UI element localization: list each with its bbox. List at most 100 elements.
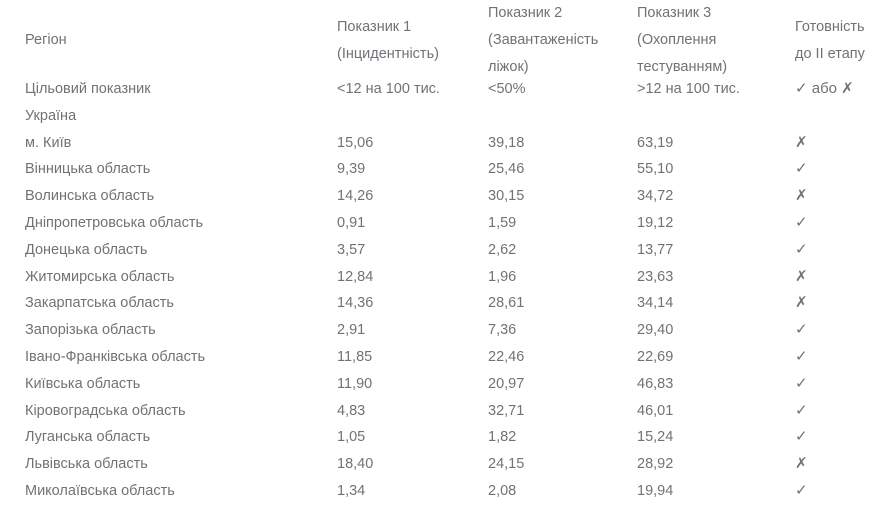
indicator2-cell: 1,59 xyxy=(488,214,517,231)
readiness-cell: ✓ xyxy=(795,321,808,339)
readiness-cell: ✓ xyxy=(795,347,808,365)
region-cell: Львівська область xyxy=(25,456,148,473)
indicator1-cell: 0,91 xyxy=(337,214,366,231)
indicator1-cell: 12,84 xyxy=(337,268,374,285)
readiness-cell: ✓ xyxy=(795,401,808,419)
indicator3-cell: 13,77 xyxy=(637,241,674,258)
readiness-cell: ✓ xyxy=(795,213,808,231)
table-row: Донецька область 3,57 2,62 13,77 ✓ xyxy=(0,237,870,264)
region-cell: Київська область xyxy=(25,375,141,392)
region-cell: Закарпатська область xyxy=(25,295,174,312)
header-line: Показник 2 xyxy=(488,5,563,21)
table-row: Луганська область 1,05 1,82 15,24 ✓ xyxy=(0,424,870,451)
region-cell: Запорізька область xyxy=(25,322,156,339)
header-line: (Охоплення xyxy=(637,32,717,48)
indicator3-cell: 28,92 xyxy=(637,456,674,473)
region-cell: Житомирська область xyxy=(25,268,175,285)
table-row: Закарпатська область 14,36 28,61 34,14 ✗ xyxy=(0,290,870,317)
indicator2-cell: 7,36 xyxy=(488,322,517,339)
indicator1-cell: 11,90 xyxy=(337,375,373,392)
target-row: Цільовий показник <12 на 100 тис. <50% >… xyxy=(0,76,870,103)
table-header: Регіон Показник 1 (Інцидентність) Показн… xyxy=(0,0,870,76)
indicator1-cell: 14,26 xyxy=(337,188,374,205)
indicator3-cell: 55,10 xyxy=(637,161,674,178)
column-header-indicator1: Показник 1 (Інцидентність) xyxy=(337,14,488,68)
indicator2-cell: 1,96 xyxy=(488,268,517,285)
indicator3-cell: 46,01 xyxy=(637,402,674,419)
header-line: Показник 3 xyxy=(637,5,712,21)
table-row: м. Київ 15,06 39,18 63,19 ✗ xyxy=(0,130,870,157)
indicator2-cell: 39,18 xyxy=(488,134,525,151)
region-cell: Луганська область xyxy=(25,429,151,446)
indicator3-cell: 29,40 xyxy=(637,322,674,339)
indicator1-cell: 1,05 xyxy=(337,429,366,446)
region-cell: Донецька область xyxy=(25,241,148,258)
indicator2-cell: 22,46 xyxy=(488,348,525,365)
indicator3-cell: >12 на 100 тис. xyxy=(637,81,740,97)
column-header-region: Регіон xyxy=(25,32,67,48)
indicator2-cell: 20,97 xyxy=(488,375,525,392)
indicator1-cell: 2,91 xyxy=(337,322,366,339)
header-line: Готовність xyxy=(795,18,865,35)
indicator3-cell: 46,83 xyxy=(637,375,674,392)
indicator1-cell: 3,57 xyxy=(337,241,366,258)
table-row: Івано-Франківська область 11,85 22,46 22… xyxy=(0,344,870,371)
indicator2-cell: 24,15 xyxy=(488,456,525,473)
region-cell: Дніпропетровська область xyxy=(25,214,204,231)
readiness-cell: ✓ xyxy=(795,160,808,178)
readiness-cell: ✗ xyxy=(795,267,808,285)
table-row: Волинська область 14,26 30,15 34,72 ✗ xyxy=(0,183,870,210)
indicator2-cell: 2,62 xyxy=(488,241,517,258)
indicator3-cell: 19,94 xyxy=(637,482,674,499)
indicator1-cell: 9,39 xyxy=(337,161,366,178)
header-line: тестуванням) xyxy=(637,59,728,75)
indicator2-cell: 28,61 xyxy=(488,295,525,312)
column-header-indicator3: Показник 3 (Охоплення тестуванням) xyxy=(637,0,795,81)
region-cell: Вінницька область xyxy=(25,161,151,178)
indicator3-cell: 34,72 xyxy=(637,188,674,205)
indicator1-cell: <12 на 100 тис. xyxy=(337,81,440,97)
table-row: Миколаївська область 1,34 2,08 19,94 ✓ xyxy=(0,478,870,505)
column-header-readiness: Готовність до ІІ етапу xyxy=(795,14,870,68)
indicator3-cell: 34,14 xyxy=(637,295,674,312)
region-cell: Україна xyxy=(25,107,77,124)
region-cell: Івано-Франківська область xyxy=(25,348,206,365)
indicator3-cell: 22,69 xyxy=(637,348,674,365)
table-row: Вінницька область 9,39 25,46 55,10 ✓ xyxy=(0,156,870,183)
table-row: Житомирська область 12,84 1,96 23,63 ✗ xyxy=(0,264,870,291)
table-row: Київська область 11,90 20,97 46,83 ✓ xyxy=(0,371,870,398)
table-row: Дніпропетровська область 0,91 1,59 19,12… xyxy=(0,210,870,237)
table-row: Кіровоградська область 4,83 32,71 46,01 … xyxy=(0,398,870,425)
indicator1-cell: 15,06 xyxy=(337,134,374,151)
column-header-indicator2: Показник 2 (Завантаженість ліжок) xyxy=(488,0,637,81)
region-cell: Кіровоградська область xyxy=(25,402,186,419)
header-line: до ІІ етапу xyxy=(795,45,865,62)
readiness-cell: ✓ xyxy=(795,240,808,258)
indicator2-cell: 2,08 xyxy=(488,482,517,499)
indicator3-cell: 15,24 xyxy=(637,429,674,446)
region-cell: Волинська область xyxy=(25,188,155,205)
indicator1-cell: 11,85 xyxy=(337,348,373,365)
readiness-cell: ✓ або ✗ xyxy=(795,80,854,97)
header-line: (Завантаженість xyxy=(488,32,599,48)
indicator3-cell: 63,19 xyxy=(637,134,674,151)
readiness-cell: ✓ xyxy=(795,374,808,392)
region-cell: м. Київ xyxy=(25,134,72,151)
indicator1-cell: 14,36 xyxy=(337,295,374,312)
table-row: Львівська область 18,40 24,15 28,92 ✗ xyxy=(0,451,870,478)
readiness-cell: ✓ xyxy=(795,428,808,446)
header-line: Показник 1 xyxy=(337,18,412,35)
region-cell: Миколаївська область xyxy=(25,482,175,499)
indicator3-cell: 19,12 xyxy=(637,214,674,231)
indicator2-cell: 1,82 xyxy=(488,429,517,446)
indicator1-cell: 18,40 xyxy=(337,456,374,473)
readiness-cell: ✗ xyxy=(795,455,808,473)
indicator2-cell: 30,15 xyxy=(488,188,525,205)
indicator1-cell: 4,83 xyxy=(337,402,366,419)
readiness-cell: ✗ xyxy=(795,294,808,312)
indicator2-cell: 32,71 xyxy=(488,402,525,419)
table-row: Запорізька область 2,91 7,36 29,40 ✓ xyxy=(0,317,870,344)
header-line: (Інцидентність) xyxy=(337,45,439,62)
readiness-cell: ✗ xyxy=(795,187,808,205)
